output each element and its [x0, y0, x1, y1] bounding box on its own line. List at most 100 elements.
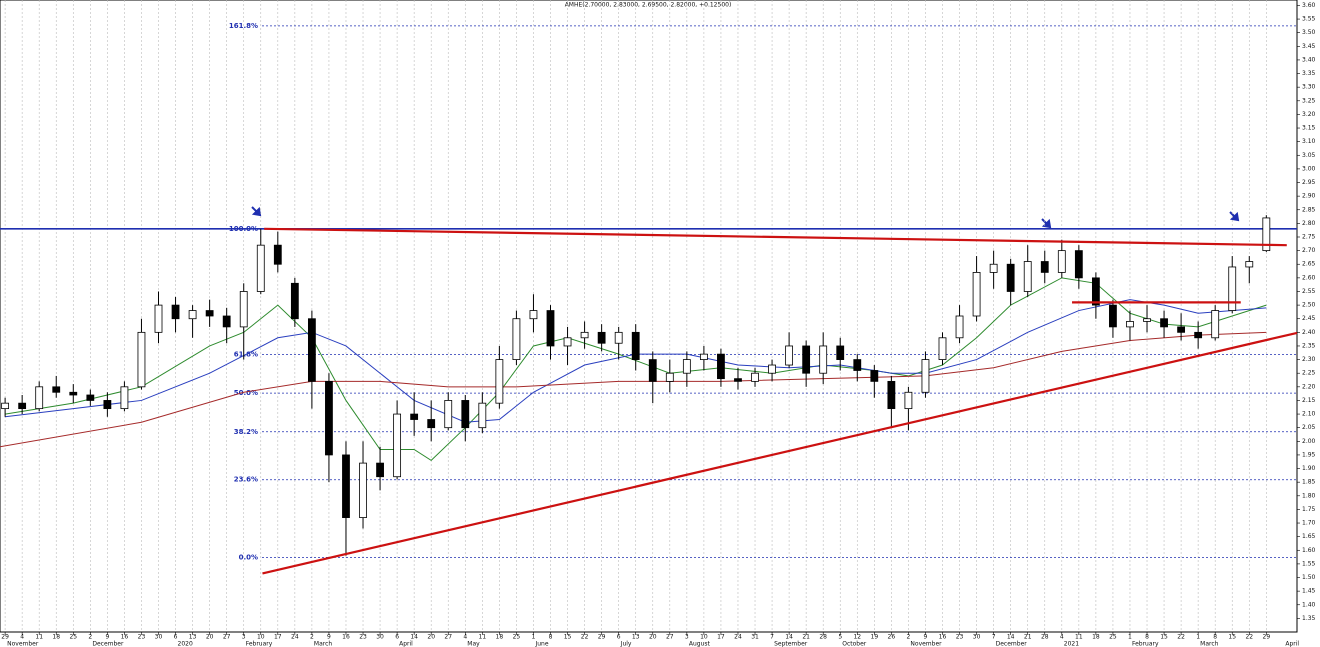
- x-tick-label: 26: [888, 634, 896, 641]
- candle-body: [1245, 261, 1254, 268]
- y-tick-label: 2.50: [1302, 302, 1316, 309]
- x-tick-label: 9: [105, 634, 109, 641]
- candle-body: [256, 244, 265, 292]
- x-tick-label: 16: [939, 634, 947, 641]
- y-tick-label: 1.85: [1302, 479, 1316, 486]
- x-tick-label: 27: [223, 634, 231, 641]
- candle-body: [819, 345, 828, 374]
- arrow: [251, 206, 1240, 229]
- x-tick-label: 17: [717, 634, 725, 641]
- candle-body: [137, 331, 146, 388]
- x-tick-label: 28: [1041, 634, 1049, 641]
- x-tick-label: 23: [956, 634, 964, 641]
- candle-body: [376, 462, 384, 478]
- moving-average: [5, 277, 1267, 462]
- candle-body: [18, 402, 27, 410]
- candle-body: [1126, 321, 1134, 328]
- candle-body: [546, 310, 555, 347]
- x-month-label: March: [314, 641, 332, 647]
- y-tick-label: 3.60: [1302, 2, 1316, 9]
- y-tick-label: 2.85: [1302, 206, 1316, 213]
- candle-body: [1211, 310, 1220, 339]
- y-tick-label: 3.25: [1302, 97, 1316, 104]
- candle-body: [1023, 261, 1032, 292]
- y-tick-label: 1.95: [1302, 451, 1316, 458]
- candle-body: [393, 413, 402, 478]
- x-tick-label: 10: [257, 634, 265, 641]
- x-tick-label: 12: [853, 634, 861, 641]
- x-tick-label: 16: [121, 634, 129, 641]
- x-tick-label: 25: [1109, 634, 1117, 641]
- candle-body: [478, 402, 487, 429]
- candle-body: [1177, 326, 1186, 333]
- y-tick-label: 2.20: [1302, 383, 1316, 390]
- y-tick-label: 3.55: [1302, 16, 1316, 23]
- y-tick-label: 1.75: [1302, 506, 1316, 513]
- candle-body: [103, 400, 112, 410]
- x-tick-label: 18: [52, 634, 60, 641]
- candle-body: [512, 318, 521, 360]
- x-tick-label: 1: [1128, 634, 1132, 641]
- y-tick-label: 3.15: [1302, 125, 1316, 132]
- y-tick-label: 3.50: [1302, 29, 1316, 36]
- x-month-label: February: [1132, 641, 1159, 647]
- x-tick-label: 1: [532, 634, 536, 641]
- x-month-label: May: [467, 641, 480, 647]
- candle-body: [563, 337, 572, 347]
- plot-frame: [0, 0, 1298, 633]
- x-tick-label: 21: [1024, 634, 1032, 641]
- x-tick-label: 13: [632, 634, 640, 641]
- x-month-label: November: [910, 641, 942, 647]
- x-tick-label: 8: [1145, 634, 1149, 641]
- y-tick-label: 2.70: [1302, 247, 1316, 254]
- candle-body: [1262, 217, 1271, 252]
- candle-body: [1091, 277, 1100, 306]
- candle-body: [887, 380, 896, 410]
- x-tick-label: 30: [973, 634, 981, 641]
- x-month-label: April: [1285, 641, 1299, 647]
- x-tick-label: 9: [327, 634, 331, 641]
- x-tick-label: 30: [376, 634, 384, 641]
- y-tick-label: 2.10: [1302, 411, 1316, 418]
- y-tick-label: 1.45: [1302, 588, 1316, 595]
- x-tick-label: 25: [69, 634, 77, 641]
- y-tick-label: 2.15: [1302, 397, 1316, 404]
- y-tick-label: 3.10: [1302, 138, 1316, 145]
- candle-body: [290, 282, 299, 320]
- candle-body: [785, 345, 794, 366]
- y-tick-label: 2.95: [1302, 179, 1316, 186]
- candle-body: [188, 310, 197, 320]
- candle-body: [444, 400, 453, 429]
- y-tick-label: 3.35: [1302, 70, 1316, 77]
- candle-body: [751, 372, 759, 382]
- x-month-label: 2021: [1064, 641, 1079, 647]
- x-month-label: December: [996, 641, 1028, 647]
- candle-body: [989, 263, 998, 273]
- x-tick-label: 20: [206, 634, 214, 641]
- candle-body: [734, 378, 742, 382]
- x-tick-label: 23: [359, 634, 367, 641]
- candle-body: [461, 400, 470, 429]
- x-tick-label: 7: [992, 634, 996, 641]
- y-tick-label: 2.65: [1302, 261, 1316, 268]
- candle-body: [1143, 318, 1151, 322]
- x-tick-label: 2: [310, 634, 314, 641]
- x-tick-label: 6: [617, 634, 621, 641]
- x-tick-label: 24: [734, 634, 742, 641]
- y-tick-label: 1.70: [1302, 520, 1316, 527]
- candle-body: [1160, 318, 1168, 328]
- candle-body: [921, 359, 930, 393]
- chart-title: AMHE(2.70000, 2.83000, 2.69500, 2.82000,…: [565, 2, 732, 9]
- x-tick-label: 14: [410, 634, 418, 641]
- x-month-label: 2020: [178, 641, 193, 647]
- candle-body: [52, 386, 61, 393]
- candle-body: [955, 315, 964, 339]
- x-tick-label: 18: [496, 634, 504, 641]
- x-tick-label: 2: [88, 634, 92, 641]
- y-tick-label: 1.55: [1302, 560, 1316, 567]
- x-tick-label: 15: [1160, 634, 1168, 641]
- candle-body: [614, 331, 623, 344]
- candle-body: [239, 291, 248, 328]
- candle-body: [580, 331, 589, 339]
- y-tick-label: 1.40: [1302, 601, 1316, 608]
